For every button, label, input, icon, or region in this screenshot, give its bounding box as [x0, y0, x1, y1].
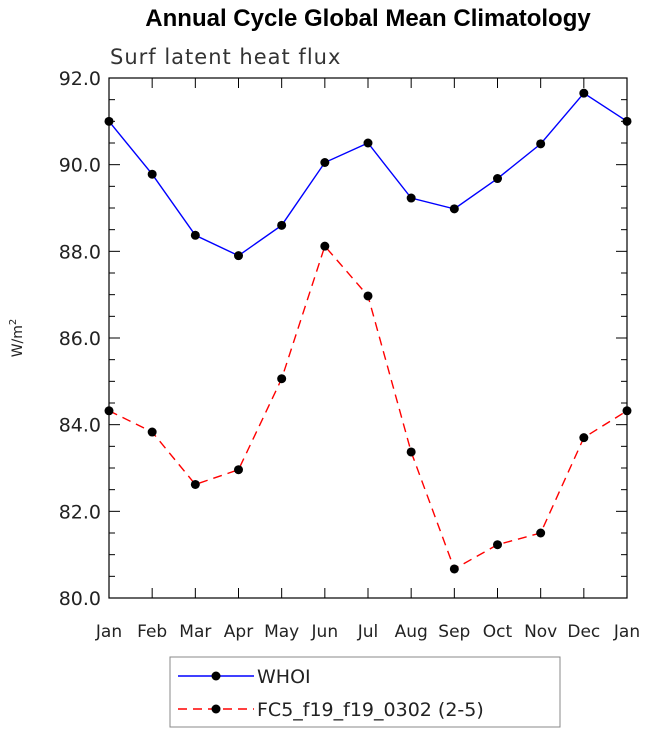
- series-2-point: [277, 374, 287, 384]
- series-1-point: [449, 204, 459, 214]
- y-tick-label: 88.0: [59, 241, 101, 263]
- x-tick-label: Dec: [567, 622, 600, 642]
- chart-title: Annual Cycle Global Mean Climatology: [145, 5, 591, 32]
- series-2-point: [536, 528, 546, 538]
- x-tick-label: Jan: [613, 622, 640, 642]
- series-1-point: [190, 230, 200, 240]
- series-2-point: [147, 427, 157, 437]
- y-tick-labels: 80.0 82.0 84.0 86.0 88.0 90.0 92.0: [59, 68, 101, 610]
- legend-marker-1: [211, 671, 221, 681]
- series-2-point: [190, 479, 200, 489]
- x-tick-label: Apr: [224, 622, 253, 642]
- series-1-point: [622, 116, 632, 126]
- x-tick-label: Jan: [95, 622, 122, 642]
- series-1-point: [536, 139, 546, 149]
- legend-box: [169, 656, 561, 728]
- series-group: [104, 88, 632, 574]
- series-2-point: [363, 291, 373, 301]
- series-1-point: [493, 174, 502, 184]
- series-2-point: [449, 564, 459, 574]
- series-1-point: [363, 138, 373, 148]
- y-tick-label: 86.0: [59, 328, 101, 350]
- series-2-point: [234, 465, 243, 475]
- x-tick-labels: Jan Feb Mar Apr May Jun Jul Aug Sep Oct Nov Dec Jan: [95, 622, 640, 642]
- series-2-point: [104, 406, 114, 416]
- x-tick-label: Jul: [357, 622, 379, 642]
- legend-label-2: FC5_f19_f19_0302 (2-5): [257, 699, 484, 721]
- chart-subtitle: Surf latent heat flux: [110, 45, 341, 69]
- series-1-point: [406, 193, 416, 203]
- series-1-point: [320, 158, 330, 167]
- x-tick-label: Aug: [395, 622, 428, 642]
- series-2-point: [622, 406, 632, 416]
- series-2-point: [406, 447, 416, 457]
- series-2-point: [320, 241, 330, 251]
- legend-marker-2: [211, 704, 221, 714]
- x-tick-label: Sep: [438, 622, 470, 642]
- plot-frame: [108, 77, 628, 599]
- y-axis-label: W/m2: [8, 319, 26, 358]
- series-1-point: [234, 251, 243, 261]
- x-tick-label: Mar: [179, 622, 211, 642]
- y-tick-label: 80.0: [59, 588, 101, 610]
- y-tick-label: 92.0: [59, 68, 101, 90]
- x-tick-label: Oct: [483, 622, 513, 642]
- legend: WHOI FC5_f19_f19_0302 (2-5): [169, 656, 561, 728]
- plot-axes: [108, 77, 628, 599]
- x-tick-label: Feb: [137, 622, 167, 642]
- series-1-point: [104, 116, 114, 126]
- x-tick-label: May: [264, 622, 299, 642]
- series-1-point: [147, 169, 157, 179]
- legend-label-1: WHOI: [257, 666, 311, 688]
- series-1-point: [579, 88, 589, 98]
- series-1-point: [277, 220, 287, 230]
- x-tick-label: Nov: [524, 622, 557, 642]
- series-2-point: [579, 433, 589, 443]
- y-tick-label: 90.0: [59, 155, 101, 177]
- series-2-point: [493, 540, 502, 550]
- x-tick-label: Jun: [311, 622, 339, 642]
- series-line-1: [108, 92, 628, 257]
- y-tick-label: 82.0: [59, 501, 101, 523]
- y-tick-label: 84.0: [59, 415, 101, 437]
